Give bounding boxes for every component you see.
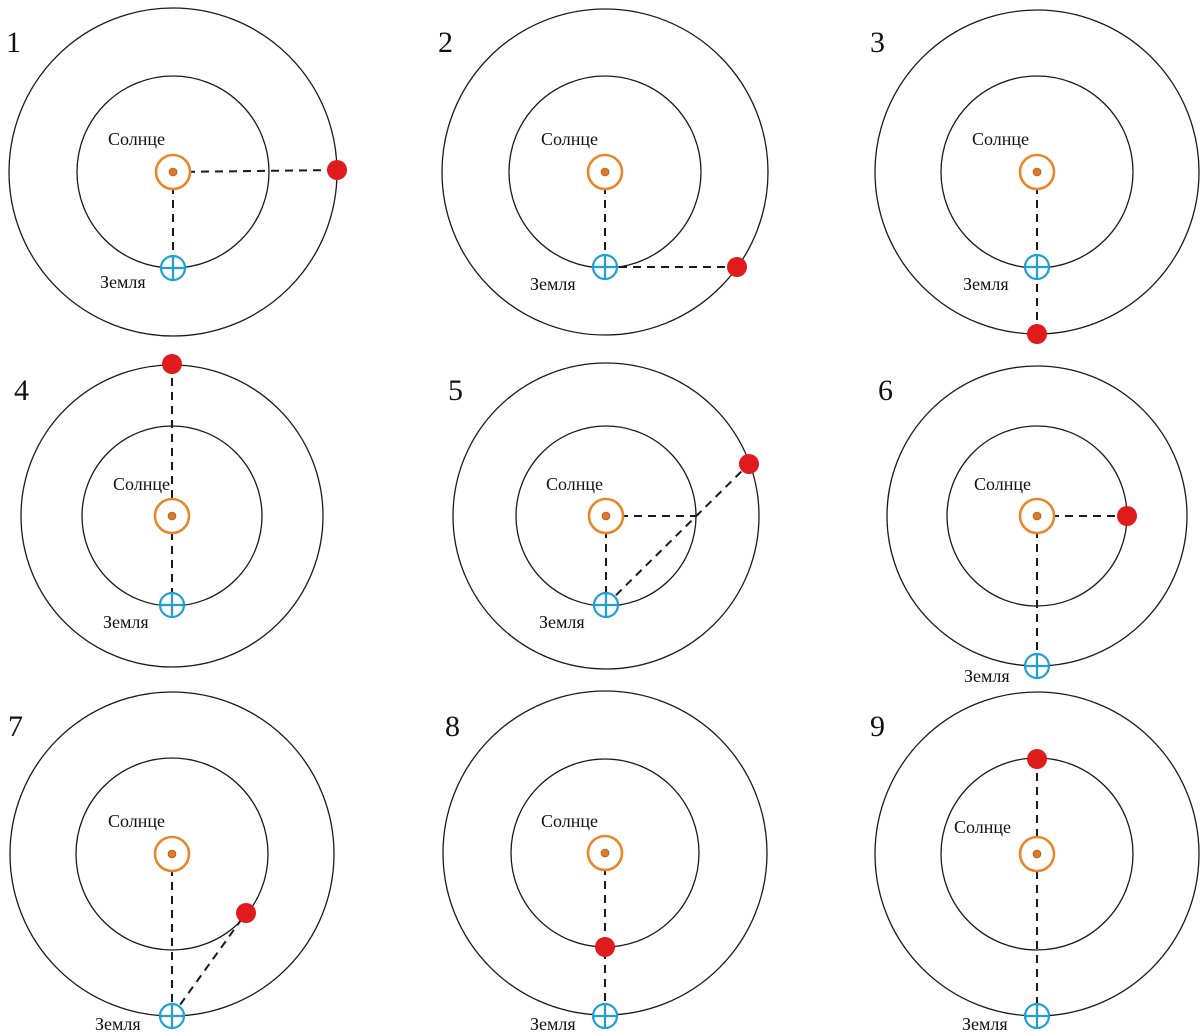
sun-core xyxy=(1033,850,1041,858)
sun-core xyxy=(168,512,176,520)
panel-number: 8 xyxy=(445,710,460,743)
earth-icon xyxy=(161,256,185,280)
earth-icon xyxy=(594,593,618,617)
planet-icon xyxy=(1027,749,1047,769)
planet-icon xyxy=(236,903,256,923)
earth-label: Земля xyxy=(530,274,576,294)
earth-label: Земля xyxy=(539,612,585,632)
panel-number: 4 xyxy=(14,374,29,407)
planet-icon xyxy=(327,160,347,180)
planet-icon xyxy=(1027,324,1047,344)
panel-number: 2 xyxy=(438,26,453,59)
earth-planet-line xyxy=(606,464,749,605)
planet-icon xyxy=(727,257,747,277)
panel-5: 5 Солнце Земля xyxy=(448,363,759,669)
panel-4: 4 Солнце Земля xyxy=(14,354,323,667)
planet-icon xyxy=(739,454,759,474)
panel-1: 1 Солнце Земля xyxy=(6,8,347,336)
panel-number: 6 xyxy=(878,374,893,407)
sun-core xyxy=(1033,512,1041,520)
sun-label: Солнце xyxy=(546,474,603,494)
panel-number: 7 xyxy=(8,710,23,743)
sun-core xyxy=(169,168,177,176)
sun-planet-line xyxy=(173,170,337,172)
panel-number: 3 xyxy=(870,26,885,59)
earth-label: Земля xyxy=(95,1014,141,1032)
sun-label: Солнце xyxy=(541,129,598,149)
sun-label: Солнце xyxy=(972,129,1029,149)
panel-number: 9 xyxy=(870,710,885,743)
sun-label: Солнце xyxy=(954,817,1011,837)
earth-label: Земля xyxy=(964,666,1010,686)
earth-icon xyxy=(593,255,617,279)
earth-icon xyxy=(1025,255,1049,279)
earth-label: Земля xyxy=(530,1014,576,1032)
planet-icon xyxy=(162,354,182,374)
earth-icon xyxy=(1025,1004,1049,1028)
sun-label: Солнце xyxy=(108,129,165,149)
panel-2: 2 Солнце Земля xyxy=(438,9,768,335)
earth-label: Земля xyxy=(963,274,1009,294)
sun-label: Солнце xyxy=(108,811,165,831)
earth-label: Земля xyxy=(100,272,146,292)
panel-9: 9 Солнце Земля xyxy=(870,692,1199,1032)
earth-planet-line xyxy=(172,913,246,1016)
panel-number: 5 xyxy=(448,374,463,407)
sun-label: Солнце xyxy=(113,474,170,494)
panel-3: 3 Солнце Земля xyxy=(870,10,1199,344)
earth-icon xyxy=(160,593,184,617)
sun-core xyxy=(602,512,610,520)
panel-8: 8 Солнце Земля xyxy=(443,691,767,1032)
sun-label: Солнце xyxy=(974,474,1031,494)
earth-icon xyxy=(160,1004,184,1028)
panel-7: 7 Солнце Земля xyxy=(8,692,334,1032)
sun-label: Солнце xyxy=(541,811,598,831)
panel-number: 1 xyxy=(6,26,21,59)
sun-core xyxy=(601,168,609,176)
panel-6: 6 Солнце Земля xyxy=(878,366,1187,686)
earth-label: Земля xyxy=(103,612,149,632)
earth-icon xyxy=(593,1004,617,1028)
sun-core xyxy=(168,850,176,858)
sun-core xyxy=(1033,168,1041,176)
sun-core xyxy=(601,849,609,857)
earth-icon xyxy=(1025,654,1049,678)
earth-label: Земля xyxy=(962,1014,1008,1032)
planet-icon xyxy=(595,937,615,957)
planet-icon xyxy=(1117,506,1137,526)
